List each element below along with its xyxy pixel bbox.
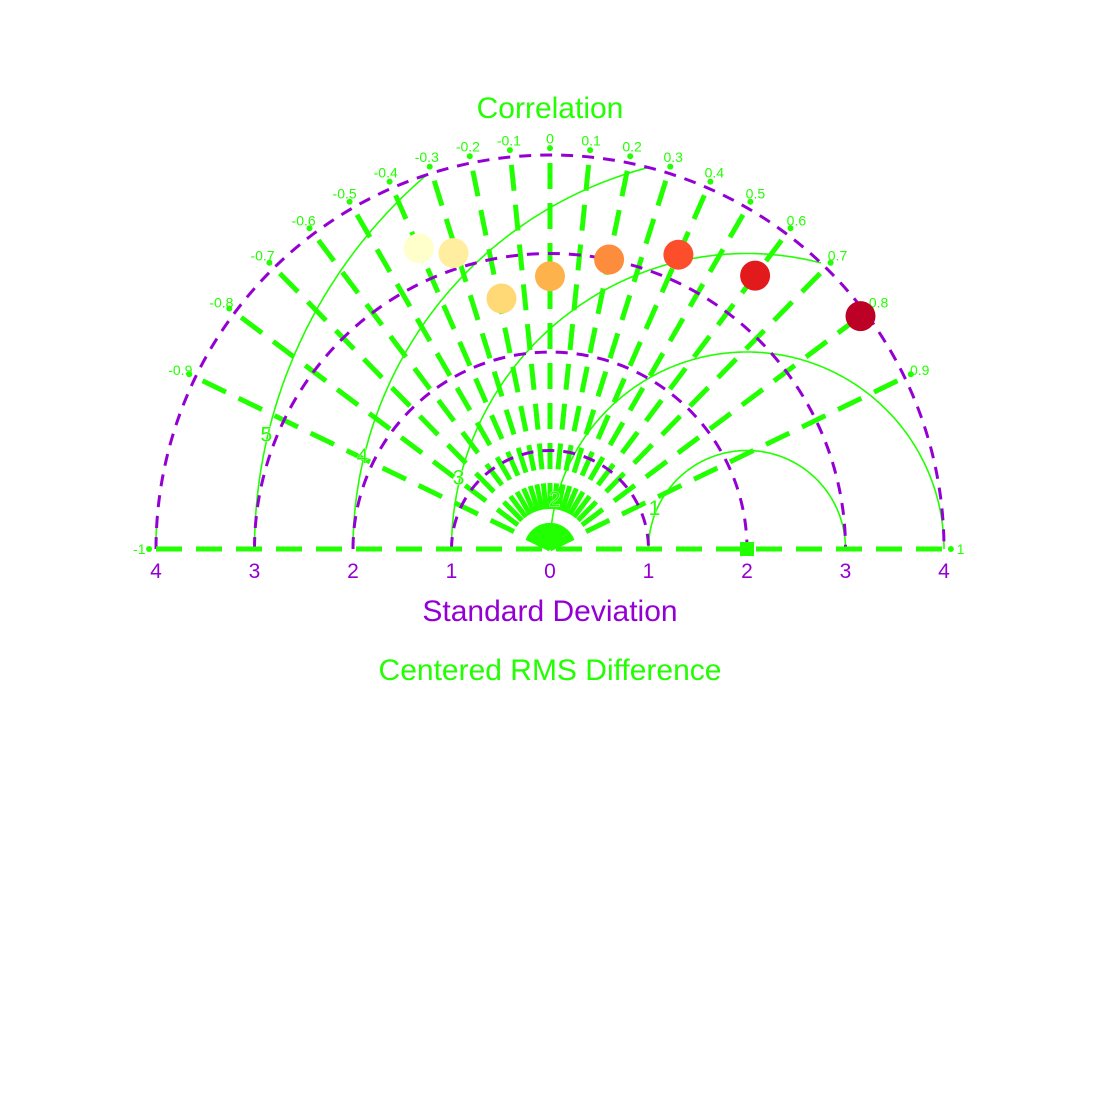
correlation-tick-label: -0.7 [250,248,274,264]
correlation-tick-dot [386,178,393,185]
correlation-tick-label: 0.1 [581,132,601,148]
correlation-tick-dot [186,371,193,378]
std-arc [351,350,749,550]
correlation-tick-label: -0.8 [209,295,233,311]
correlation-line [547,162,632,550]
std-tick-label: 4 [938,560,950,583]
std-tick-label: 1 [643,560,655,583]
correlation-tick-label: 0 [546,130,554,146]
correlation-tick-label: -0.3 [415,149,439,165]
correlation-line [233,310,552,552]
rms-tick-label: 3 [453,467,465,490]
data-point [594,244,625,275]
correlation-line [547,206,750,551]
correlation-line [468,162,553,550]
correlation-tick-dot [587,147,594,154]
correlation-tick-label: -0.9 [168,362,192,378]
correlation-tick-dot [346,198,353,205]
std-tick-label: 4 [150,560,162,583]
correlation-tick-dot [827,259,834,266]
std-arc [154,153,946,550]
correlation-tick-label: 0.5 [746,185,766,201]
correlation-line [350,206,553,551]
rms-contour [253,173,428,549]
rms-contour [352,166,649,549]
correlation-tick-dot [747,198,754,205]
data-point [535,261,565,292]
data-point [403,233,434,264]
data-point [438,238,469,269]
correlation-tick-label: -0.1 [497,132,521,148]
std-tick-label: 0 [544,560,556,583]
correlation-tick-dot [506,147,513,154]
rms-label: Centered RMS Difference [379,654,722,687]
std-tick-label: 1 [446,560,458,583]
rms-tick-label: 2 [549,488,561,511]
correlation-tick-dot [426,163,433,170]
correlation-tick-dot [667,163,674,170]
std-arc [450,449,650,550]
correlation-tick-label: 0.3 [663,149,683,165]
correlation-tick-dot [907,371,914,378]
correlation-line [547,172,671,550]
correlation-tick-label: -0.4 [374,165,398,181]
rms-tick-label: 4 [357,445,369,468]
correlation-tick-dot [466,153,473,160]
data-point [740,260,771,291]
correlation-tick-label: 0.4 [705,165,725,181]
reference-point [740,542,754,556]
correlation-tick-label: -0.6 [292,212,316,228]
chart-title: Correlation [477,92,624,125]
std-tick-label: 3 [840,560,852,583]
rms-contour [647,449,847,549]
correlation-tick-dot [947,546,954,552]
correlation-tick-label: 0.7 [828,248,848,264]
rms-tick-label: 1 [649,497,661,520]
correlation-tick-label: 0.6 [787,212,807,228]
rms-contour [549,351,945,549]
correlation-tick-dot [266,259,273,266]
correlation-line [429,172,553,550]
correlation-line [311,232,553,551]
correlation-tick-label: 0.9 [910,362,930,378]
correlation-tick-dot [627,153,634,160]
data-points [403,233,876,556]
correlation-tick-dot [306,225,313,232]
x-axis-label: Standard Deviation [422,595,677,628]
std-tick-label: 2 [741,560,753,583]
rms-tick-label: 5 [261,424,273,447]
data-point [663,239,694,270]
correlation-tick-label: -0.5 [333,185,357,201]
correlation-line [547,156,592,550]
correlation-line [548,375,906,552]
std-tick-label: 2 [347,560,359,583]
correlation-tick-label: 0.2 [622,139,642,155]
std-arc [253,252,847,550]
correlation-tick-dot [547,145,553,152]
correlation-tick-label: -0.2 [456,139,480,155]
correlation-line [508,156,553,550]
data-point [845,301,876,332]
correlation-tick-dot [146,546,153,552]
correlation-line [548,310,867,552]
std-arcs [154,153,946,550]
correlation-tick-dot [787,225,794,232]
correlation-line [194,375,552,552]
correlation-tick-label: 1 [957,541,965,557]
correlation-tick-label: 0.8 [869,295,889,311]
data-point [486,283,517,314]
std-tick-label: 3 [249,560,261,583]
correlation-line [272,265,552,551]
correlation-tick-dot [707,178,714,185]
correlation-tick-dot [226,305,233,312]
correlation-tick-label: -1 [133,541,146,557]
correlation-line [548,265,828,551]
